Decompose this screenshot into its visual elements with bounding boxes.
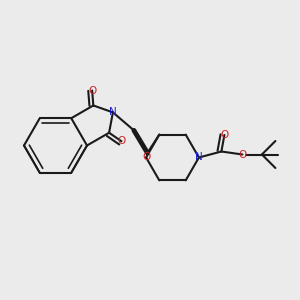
Text: O: O xyxy=(142,152,150,163)
Text: O: O xyxy=(117,136,126,146)
Text: N: N xyxy=(109,107,117,117)
Text: O: O xyxy=(238,149,247,160)
Text: N: N xyxy=(195,152,203,163)
Text: O: O xyxy=(220,130,229,140)
Text: O: O xyxy=(88,85,96,95)
